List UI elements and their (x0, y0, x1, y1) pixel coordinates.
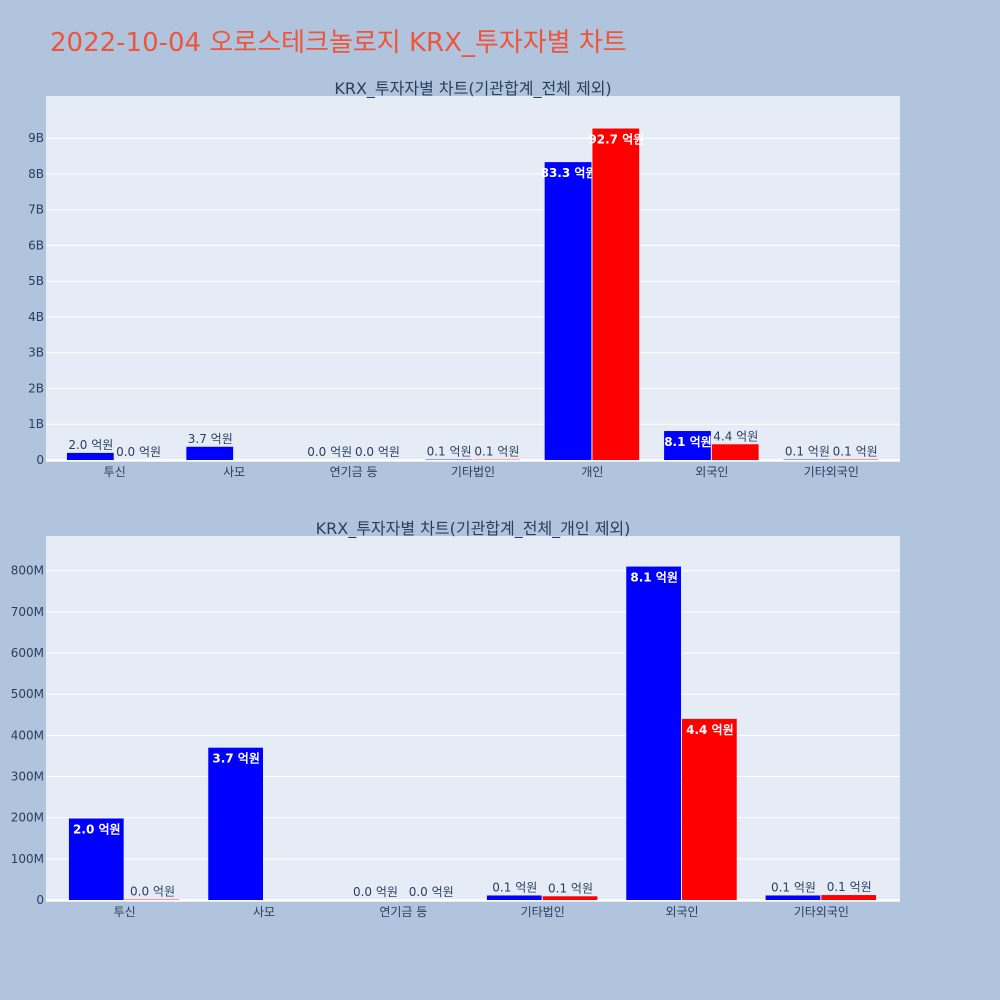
data-label: 0.1 억원 (785, 445, 830, 459)
data-label: 0.1 억원 (548, 881, 593, 895)
bar (544, 162, 592, 460)
y-tick-label: 800M (11, 564, 44, 578)
data-label: 2.0 억원 (73, 822, 121, 836)
bar (66, 452, 114, 460)
data-label: 0.0 억원 (116, 445, 161, 459)
data-label: 0.0 억원 (307, 445, 352, 459)
bar (682, 718, 737, 900)
x-tick-label: 기타법인 (451, 465, 495, 479)
chart-title: KRX_투자자별 차트(기관합계_전체 제외) (334, 79, 611, 99)
bar (486, 895, 542, 900)
y-tick-label: 1B (28, 417, 44, 431)
chart-title: KRX_투자자별 차트(기관합계_전체_개인 제외) (316, 519, 631, 539)
data-label: 0.1 억원 (474, 445, 519, 459)
y-tick-label: 2B (28, 381, 44, 395)
bar (186, 446, 234, 460)
x-tick-label: 연기금 등 (379, 905, 427, 919)
data-label: 0.0 억원 (355, 445, 400, 459)
bar (542, 896, 598, 900)
data-label: 0.1 억원 (833, 445, 878, 459)
data-label: 0.0 억원 (353, 885, 398, 899)
y-tick-label: 0 (36, 453, 44, 467)
y-tick-label: 100M (11, 852, 44, 866)
x-tick-label: 기타외국인 (794, 905, 849, 919)
page-title: 2022-10-04 오로스테크놀로지 KRX_투자자별 차트 (50, 28, 627, 58)
bar (208, 747, 263, 900)
data-label: 8.1 억원 (664, 435, 712, 449)
y-tick-label: 0 (36, 893, 44, 907)
data-label: 3.7 억원 (188, 432, 233, 446)
bar (765, 895, 821, 900)
y-tick-label: 300M (11, 770, 44, 784)
y-tick-label: 400M (11, 728, 44, 742)
x-tick-label: 기타법인 (521, 905, 565, 919)
x-tick-label: 투신 (104, 465, 126, 479)
bar (821, 895, 877, 900)
data-label: 0.1 억원 (771, 880, 816, 894)
chart-all-investors: KRX_투자자별 차트(기관합계_전체 제외) 0 1B 2B 3B 4B 5B 6B 7B 8… (28, 79, 900, 479)
x-tick-label: 개인 (581, 465, 603, 479)
y-tick-label: 3B (28, 346, 44, 360)
x-tick-label: 사모 (253, 905, 275, 919)
x-tick-label: 외국인 (665, 905, 698, 919)
data-label: 3.7 억원 (212, 752, 260, 766)
y-tick-label: 7B (28, 203, 44, 217)
x-tick-label: 사모 (223, 465, 245, 479)
bar (68, 818, 124, 900)
bar (592, 128, 640, 460)
bar (664, 431, 711, 460)
y-tick-label: 500M (11, 687, 44, 701)
y-tick-label: 5B (28, 274, 44, 288)
bar (711, 444, 759, 460)
y-tick-label: 600M (11, 646, 44, 660)
y-tick-label: 9B (28, 131, 44, 145)
data-label: 4.4 억원 (686, 723, 734, 737)
chart-excluding-individual: KRX_투자자별 차트(기관합계_전체_개인 제외) 0 100M 200M 300M… (11, 519, 900, 919)
x-tick-label: 기타외국인 (804, 465, 859, 479)
data-label: 2.0 억원 (68, 438, 113, 452)
y-tick-label: 6B (28, 238, 44, 252)
x-tick-label: 연기금 등 (330, 465, 378, 479)
data-label: 8.1 억원 (630, 571, 678, 585)
data-label: 4.4 억원 (713, 429, 758, 443)
x-tick-label: 투신 (114, 905, 136, 919)
data-label: 0.1 억원 (492, 880, 537, 894)
data-label: 92.7 억원 (588, 133, 644, 147)
data-label: 0.0 억원 (409, 885, 454, 899)
plot-area (46, 536, 900, 902)
data-label: 0.0 억원 (130, 885, 175, 899)
y-tick-label: 4B (28, 310, 44, 324)
data-label: 0.1 억원 (827, 880, 872, 894)
y-tick-label: 700M (11, 605, 44, 619)
x-tick-label: 외국인 (695, 465, 728, 479)
bar (626, 566, 681, 900)
data-label: 83.3 억원 (541, 166, 597, 180)
y-tick-label: 8B (28, 167, 44, 181)
y-tick-label: 200M (11, 811, 44, 825)
data-label: 0.1 억원 (427, 445, 472, 459)
plot-area (46, 96, 900, 462)
